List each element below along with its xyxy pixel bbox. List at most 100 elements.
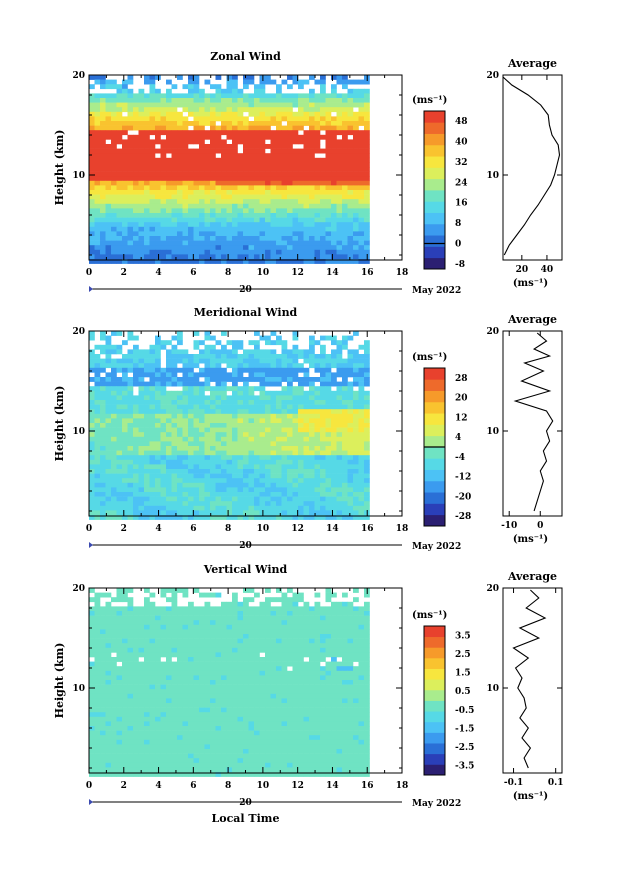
- y-axis-label: Height (km): [53, 386, 66, 462]
- colorbar-tick-label: 3.5: [455, 631, 471, 641]
- x-tick-label: 12: [291, 268, 304, 278]
- profile-y-tick-label: 20: [486, 327, 499, 337]
- x-tick-label: 10: [257, 268, 270, 278]
- heatmap-cells-3: [89, 588, 370, 777]
- x-tick-label: 2: [121, 268, 127, 278]
- x-tick-label: 14: [326, 268, 339, 278]
- colorbar-tick-label: 16: [455, 199, 468, 209]
- x-tick-label: 16: [361, 524, 374, 534]
- x-tick-label: 14: [326, 781, 339, 791]
- profile-y-tick-label: 10: [486, 427, 499, 437]
- x-tick-label: 6: [190, 781, 196, 791]
- colorbar-tick-label: 32: [455, 158, 468, 168]
- profile-unit-label: (ms⁻¹): [513, 534, 548, 545]
- profile-y-tick-label: 20: [486, 584, 499, 594]
- profile-line-2: [513, 332, 554, 512]
- x-tick-label: 0: [86, 268, 92, 278]
- chart-title-2: Meridional Wind: [194, 306, 298, 319]
- colorbar-tick-label: 40: [455, 138, 468, 148]
- x-tick-label: 6: [190, 268, 196, 278]
- colorbar-tick-label: 28: [455, 374, 468, 384]
- x-tick-label: 8: [225, 524, 231, 534]
- colorbar-unit-label: (ms⁻¹): [412, 352, 447, 363]
- x-tick-label: 8: [225, 781, 231, 791]
- profile-x-tick-label: 20: [516, 265, 529, 275]
- panel-3: [88, 587, 563, 805]
- y-tick-label: 10: [72, 171, 85, 181]
- y-tick-label: 10: [72, 427, 85, 437]
- day-label: 20: [239, 285, 252, 295]
- profile-x-tick-label: 0.1: [548, 778, 564, 788]
- x-tick-label: 12: [291, 524, 304, 534]
- colorbar-tick-label: 2.5: [455, 650, 471, 660]
- colorbar-unit-label: (ms⁻¹): [412, 610, 447, 621]
- colorbar-1: [423, 110, 446, 270]
- day-label: 20: [239, 798, 252, 808]
- profile-x-tick-label: -10: [501, 521, 517, 531]
- date-label: May 2022: [412, 542, 461, 552]
- chart-title-1: Zonal Wind: [210, 50, 281, 63]
- profile-frame-2: [502, 330, 563, 517]
- panel-2: [88, 330, 563, 548]
- colorbar-tick-label: 12: [455, 413, 468, 423]
- profile-x-tick-label: 0: [537, 521, 543, 531]
- colorbar-tick-label: -4: [455, 453, 465, 463]
- heatmap-cells-2: [89, 331, 370, 520]
- x-tick-label: 18: [396, 268, 409, 278]
- profile-frame-3: [502, 587, 563, 774]
- x-tick-label: 4: [155, 268, 161, 278]
- profile-x-tick-label: -0.1: [504, 778, 523, 788]
- profile-title-1: Average: [507, 57, 557, 70]
- x-tick-label: 18: [396, 781, 409, 791]
- x-tick-label: 8: [225, 268, 231, 278]
- profile-unit-label: (ms⁻¹): [513, 278, 548, 289]
- x-tick-label: 12: [291, 781, 304, 791]
- profile-y-tick-label: 20: [486, 71, 499, 81]
- colorbar-tick-label: -12: [455, 473, 471, 483]
- colorbar-tick-label: -8: [455, 260, 465, 270]
- x-tick-label: 10: [257, 524, 270, 534]
- colorbar-tick-label: 8: [455, 219, 461, 229]
- x-tick-label: 2: [121, 781, 127, 791]
- profile-title-2: Average: [507, 313, 557, 326]
- x-tick-label: 14: [326, 524, 339, 534]
- colorbar-tick-label: 0: [455, 240, 461, 250]
- colorbar-tick-label: 4: [455, 433, 461, 443]
- profile-y-tick-label: 10: [486, 684, 499, 694]
- colorbar-tick-label: -1.5: [455, 724, 474, 734]
- profile-title-3: Average: [507, 570, 557, 583]
- profile-x-tick-label: 40: [541, 265, 554, 275]
- x-tick-label: 18: [396, 524, 409, 534]
- profile-line-1: [502, 76, 561, 256]
- colorbar-tick-label: -20: [455, 492, 471, 502]
- date-label: May 2022: [412, 286, 461, 296]
- profile-frame-1: [502, 74, 563, 261]
- chart-title-3: Vertical Wind: [203, 563, 288, 576]
- profile-unit-label: (ms⁻¹): [513, 791, 548, 802]
- y-axis-label: Height (km): [53, 643, 66, 719]
- profile-line-3: [512, 589, 547, 769]
- date-label: May 2022: [412, 799, 461, 809]
- colorbar-tick-label: -2.5: [455, 743, 474, 753]
- y-axis-label: Height (km): [53, 130, 66, 206]
- colorbar-tick-label: 1.5: [455, 669, 471, 679]
- y-tick-label: 20: [72, 71, 85, 81]
- x-tick-label: 6: [190, 524, 196, 534]
- profile-y-tick-label: 10: [486, 171, 499, 181]
- x-tick-label: 4: [155, 781, 161, 791]
- x-tick-label: 4: [155, 524, 161, 534]
- x-tick-label: 2: [121, 524, 127, 534]
- y-tick-label: 20: [72, 584, 85, 594]
- colorbar-tick-label: -0.5: [455, 706, 474, 716]
- heatmap-cells-1: [89, 75, 370, 264]
- x-tick-label: 16: [361, 268, 374, 278]
- panel-1: [88, 74, 563, 292]
- colorbar-3: [423, 625, 446, 776]
- y-tick-label: 10: [72, 684, 85, 694]
- colorbar-tick-label: -28: [455, 512, 471, 522]
- y-tick-label: 20: [72, 327, 85, 337]
- colorbar-unit-label: (ms⁻¹): [412, 95, 447, 106]
- colorbar-tick-label: -3.5: [455, 762, 474, 772]
- colorbar-tick-label: 48: [455, 117, 468, 127]
